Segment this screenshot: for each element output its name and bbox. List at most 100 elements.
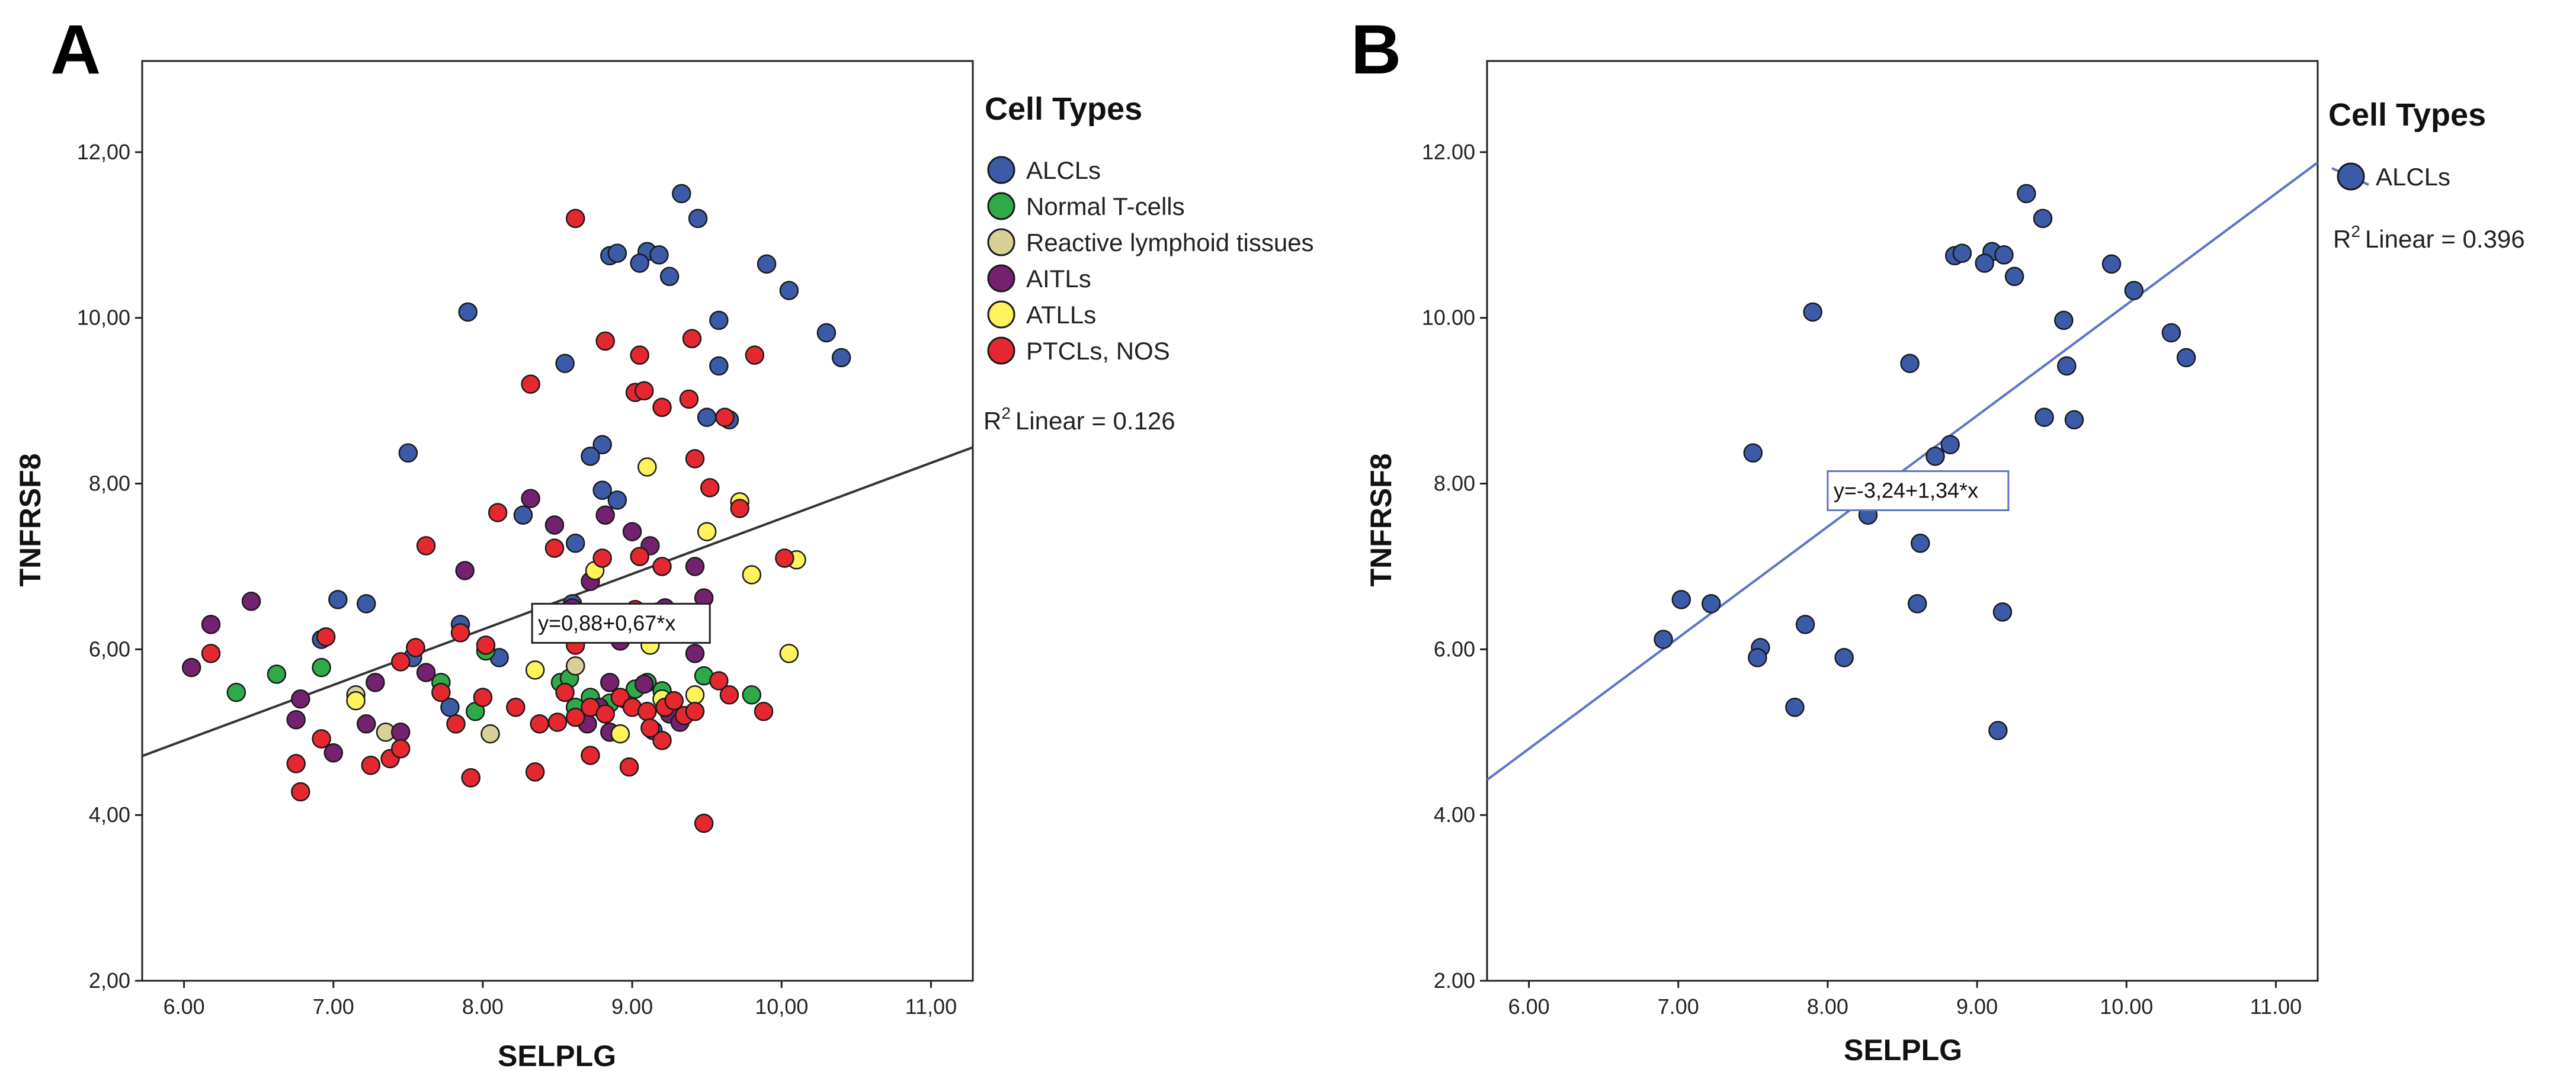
panel-a-point-alcls: [630, 253, 649, 273]
panel-a-point-aitls: [291, 689, 310, 709]
panel-a-point-alcls: [607, 490, 627, 510]
panel-a-point-ptcls-nos: [595, 704, 615, 724]
panel-a-point-atlls: [346, 691, 366, 711]
panel-a-y-tick-label: 2,00: [89, 968, 130, 993]
panel-b-x-tick-label: 6.00: [1508, 994, 1550, 1019]
panel-b-y-tick-label: 6.00: [1434, 637, 1475, 661]
panel-a-point-normal-t-cells: [226, 682, 246, 702]
panel-a-point-aitls: [286, 710, 306, 730]
panel-a-point-alcls: [649, 245, 669, 265]
panel-b-y-tick-label: 12.00: [1422, 140, 1475, 164]
panel-a-y-axis-label: TNFRSF8: [14, 454, 47, 587]
panel-a-point-ptcls-nos: [566, 707, 585, 727]
panel-b-equation-label: y=-3,24+1,34*x: [1834, 479, 1978, 503]
panel-a-fit-line: [142, 446, 973, 757]
panel-b-point-alcls: [2033, 208, 2053, 229]
panel-a-point-atlls: [742, 565, 762, 585]
panel-a-point-ptcls-nos: [581, 746, 600, 765]
panel-a-legend-swatch-aitls: [987, 264, 1015, 293]
panel-a-point-ptcls-nos: [630, 345, 649, 365]
panel-a-y-tick-label: 12,00: [77, 140, 130, 164]
panel-a-point-ptcls-nos: [312, 729, 331, 749]
panel-a-point-aitls: [685, 557, 705, 576]
panel-b-point-alcls: [2101, 254, 2122, 274]
panel-b-plot-area: [1486, 60, 2319, 982]
panel-b-point-alcls: [1803, 302, 1822, 322]
panel-a-point-alcls: [816, 323, 837, 343]
panel-a-point-alcls: [831, 348, 851, 368]
panel-a-point-alcls: [440, 698, 460, 717]
panel-a-point-ptcls-nos: [544, 538, 565, 558]
panel-a-point-alcls: [513, 505, 533, 525]
panel-a-legend: Cell Types ALCLs Normal T-cells Reactive l…: [983, 91, 1314, 435]
panel-a-point-aitls: [685, 644, 705, 663]
panel-a-point-ptcls-nos: [450, 623, 470, 643]
panel-a-point-alcls: [688, 208, 708, 229]
panel-a-legend-label-ptcls-nos: PTCLs, NOS: [1026, 337, 1170, 365]
panel-a-point-alcls: [458, 302, 478, 322]
panel-a-point-ptcls-nos: [555, 682, 575, 702]
panel-a-point-atlls: [525, 660, 545, 680]
panel-a-point-aitls: [622, 522, 642, 541]
panel-a-point-ptcls-nos: [635, 381, 654, 401]
panel-a-x-tick-label: 11,00: [905, 994, 957, 1019]
panel-a-r2-value: Linear = 0.126: [1015, 407, 1175, 435]
panel-a-legend-title: Cell Types: [985, 91, 1142, 127]
panel-a-legend-swatch-ptcls-nos: [987, 336, 1015, 365]
panel-a-point-aitls: [356, 714, 376, 734]
panel-b-letter: B: [1351, 11, 1401, 89]
panel-b-point-alcls: [1701, 594, 1721, 614]
panel-a-point-ptcls-nos: [488, 503, 508, 522]
panel-b-point-alcls: [1911, 534, 1930, 553]
panel-a-point-ptcls-nos: [530, 714, 549, 734]
panel-a-point-ptcls-nos: [416, 536, 436, 556]
panel-b-y-tick-label: 10.00: [1422, 306, 1475, 330]
panel-a-point-alcls: [709, 356, 729, 376]
panel-b-legend-label-alcls: ALCLs: [2376, 163, 2450, 191]
panel-a-point-ptcls-nos: [525, 762, 545, 782]
panel-b-y-tick-label: 4.00: [1434, 802, 1475, 827]
panel-a-point-ptcls-nos: [473, 688, 493, 707]
panel-a-point-ptcls-nos: [719, 685, 739, 705]
panel-b-point-alcls: [2004, 267, 2024, 287]
panel-a-point-ptcls-nos: [679, 389, 699, 409]
panel-a-point-ptcls-nos: [361, 755, 381, 775]
panel-b-legend-title: Cell Types: [2328, 97, 2486, 133]
panel-a-point-ptcls-nos: [316, 627, 336, 647]
panel-a-point-ptcls-nos: [286, 754, 306, 773]
panel-a-point-ptcls-nos: [637, 702, 657, 721]
panel-a-point-atlls: [779, 644, 799, 663]
panel-b-point-alcls: [1925, 447, 1945, 466]
panel-b-point-alcls: [2017, 184, 2036, 204]
panel-a-point-alcls: [757, 254, 777, 274]
panel-a-equation-label: y=0,88+0,67*x: [538, 611, 675, 635]
panel-a-point-ptcls-nos: [754, 702, 774, 721]
panel-a-point-alcls: [659, 267, 680, 287]
panel-a-x-tick-label: 6.00: [164, 994, 205, 1019]
panel-a-point-ptcls-nos: [745, 345, 765, 365]
panel-b-equation-box: [1827, 470, 2010, 512]
panel-b-point-alcls: [1952, 243, 1972, 263]
panel-a-point-atlls: [697, 522, 717, 541]
panel-a-legend-label-aitls: AITLs: [1026, 265, 1091, 293]
panel-a-point-ptcls-nos: [775, 548, 794, 568]
panel-b-point-alcls: [1795, 615, 1815, 634]
panel-a-point-aitls: [416, 663, 436, 682]
panel-a-legend-swatch-reactive-lymphoid-tissues: [987, 228, 1015, 256]
panel-a-point-alcls: [555, 354, 575, 373]
panel-a-point-atlls: [637, 457, 657, 477]
panel-a-point-ptcls-nos: [709, 671, 729, 691]
panel-a-point-ptcls-nos: [461, 768, 480, 788]
panel-a-point-alcls: [607, 243, 627, 263]
panel-a-y-tick-label: 8,00: [89, 471, 130, 496]
panel-b-point-alcls: [1785, 698, 1805, 717]
panel-a-point-alcls: [581, 447, 600, 466]
panel-a-point-alcls: [697, 407, 717, 427]
panel-a-legend-label-normal-t-cells: Normal T-cells: [1026, 192, 1185, 220]
panel-a-legend-label-atlls: ATLLs: [1026, 301, 1096, 329]
panel-b-point-alcls: [1834, 648, 1854, 667]
panel-a-point-ptcls-nos: [730, 499, 749, 518]
panel-a-point-aitls: [323, 743, 344, 763]
panel-b-point-alcls: [1907, 594, 1927, 614]
panel-b-point-alcls: [1988, 721, 2008, 740]
